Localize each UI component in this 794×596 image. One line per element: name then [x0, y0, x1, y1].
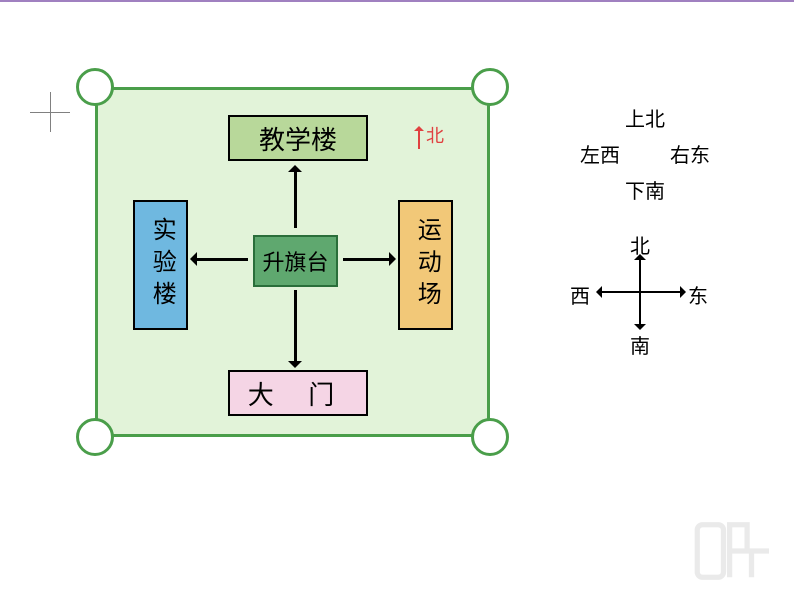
flag-platform-box: 升旗台 [253, 235, 338, 287]
text-compass-north: 上北 [545, 102, 745, 138]
compass-rose-hline [598, 291, 684, 293]
watermark-icon [689, 516, 779, 586]
laboratory-building-box: 实验楼 [133, 200, 188, 330]
corner-notch [471, 418, 509, 456]
cursor-crosshair [30, 92, 70, 132]
compass-rose-west: 西 [570, 280, 590, 309]
arrow-left [193, 258, 248, 261]
text-compass-west: 左西 [580, 138, 620, 174]
text-compass-east: 右东 [670, 138, 710, 174]
sports-field-box: 运动场 [398, 200, 453, 330]
text-compass: 上北 左西 右东 下南 [545, 102, 745, 210]
arrow-right [343, 258, 393, 261]
main-gate-box: 大 门 [228, 370, 368, 416]
text-compass-south: 下南 [545, 174, 745, 210]
campus-map-frame: 教学楼 实验楼 升旗台 运动场 大 门 北 [95, 87, 490, 437]
corner-notch [76, 418, 114, 456]
arrow-up [294, 168, 297, 228]
north-label: 北 [426, 126, 444, 146]
north-indicator: 北 [418, 122, 444, 149]
corner-notch [76, 68, 114, 106]
teaching-building-box: 教学楼 [228, 115, 368, 161]
corner-notch [471, 68, 509, 106]
arrow-down [294, 290, 297, 365]
compass-rose: 北 南 西 东 [560, 232, 720, 352]
